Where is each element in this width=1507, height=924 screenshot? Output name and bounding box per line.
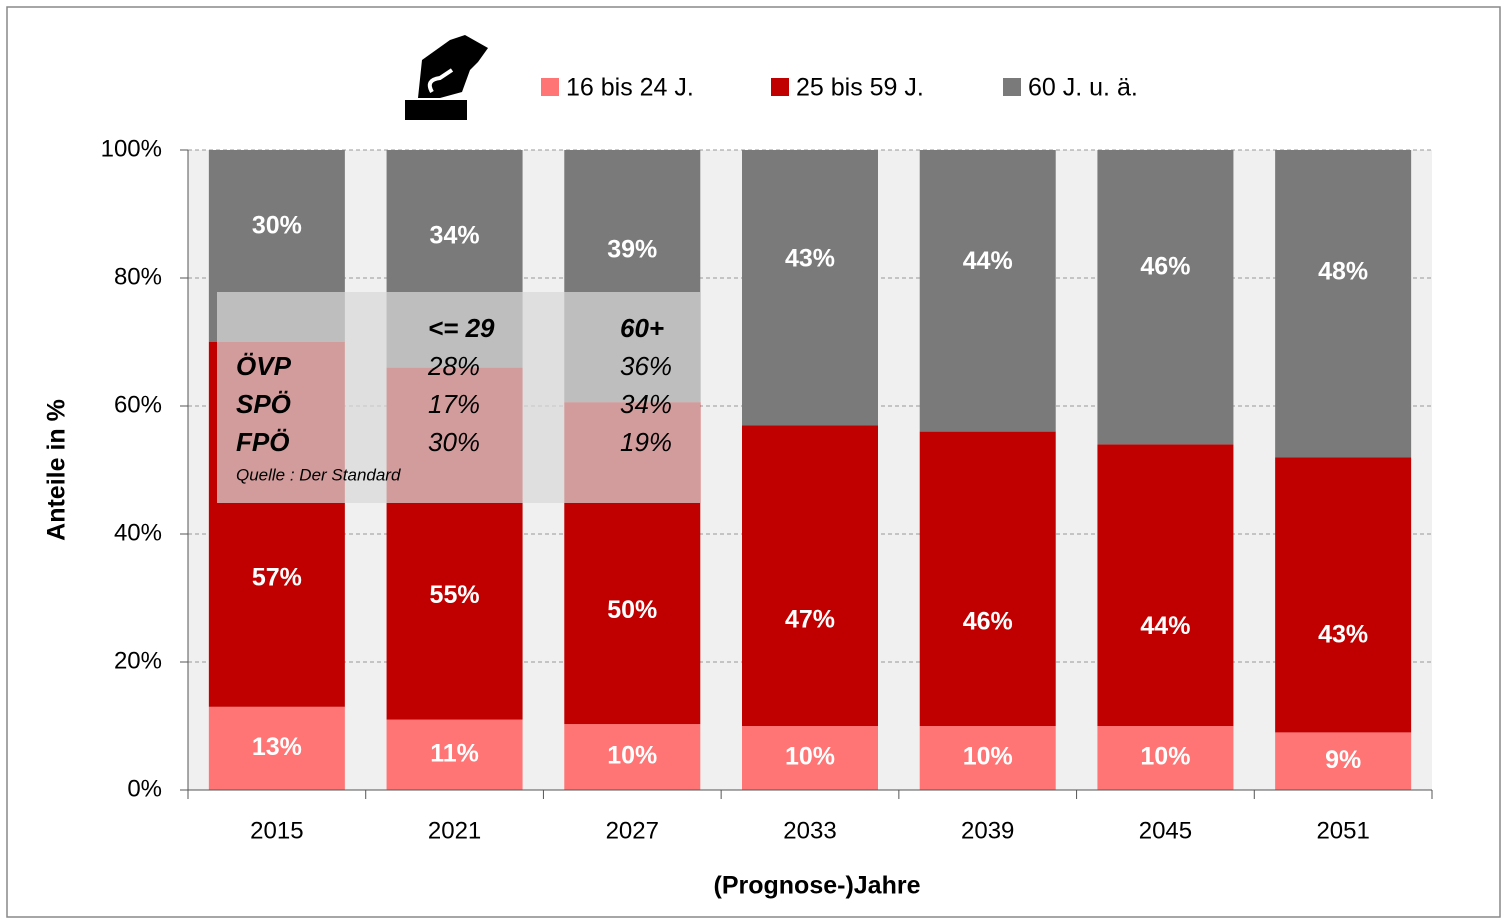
annotation-cell: 17% — [428, 389, 480, 419]
y-tick-label: 40% — [114, 519, 162, 546]
x-tick-label: 2051 — [1316, 817, 1369, 844]
data-label: 44% — [1140, 612, 1190, 640]
legend-label: 60 J. u. ä. — [1028, 74, 1138, 102]
annotation-cell: 19% — [620, 427, 672, 457]
annotation-cell: SPÖ — [236, 389, 291, 419]
data-label: 9% — [1325, 746, 1361, 774]
y-axis-label: Anteile in % — [43, 399, 71, 541]
bar-segment — [386, 719, 523, 790]
data-label: 39% — [607, 235, 657, 263]
annotation-header: 60+ — [620, 313, 664, 343]
data-label: 48% — [1318, 257, 1368, 285]
annotation-cell: 28% — [427, 351, 480, 381]
annotation-cell: ÖVP — [236, 351, 292, 381]
annotation-source: Quelle : Der Standard — [236, 465, 401, 484]
x-tick-label: 2045 — [1139, 817, 1192, 844]
bar-segment — [1097, 444, 1234, 726]
legend-swatch — [771, 78, 789, 96]
annotation-cell: 30% — [428, 427, 480, 457]
bar-segment — [208, 706, 345, 790]
y-tick-label: 100% — [101, 135, 162, 162]
y-tick-label: 0% — [127, 775, 162, 802]
bar-segment — [1097, 150, 1234, 445]
legend-label: 16 bis 24 J. — [566, 74, 694, 102]
annotation-cell: 34% — [620, 389, 672, 419]
data-label: 10% — [963, 743, 1013, 771]
annotation-box — [217, 292, 700, 503]
annotation-cell: FPÖ — [236, 427, 289, 457]
bar-segment — [742, 425, 878, 726]
bar-segment — [919, 431, 1056, 726]
legend-swatch — [1003, 78, 1021, 96]
x-tick-label: 2039 — [961, 817, 1014, 844]
bar-segment — [742, 726, 878, 790]
y-tick-label: 80% — [114, 263, 162, 290]
data-label: 46% — [1140, 252, 1190, 280]
bar-segment — [919, 726, 1056, 790]
data-label: 34% — [430, 222, 480, 250]
x-tick-label: 2021 — [428, 817, 481, 844]
data-label: 30% — [252, 211, 302, 239]
legend-label: 25 bis 59 J. — [796, 74, 924, 102]
bar-segment — [1275, 150, 1412, 458]
data-label: 11% — [430, 739, 479, 767]
x-axis-label: (Prognose-)Jahre — [714, 872, 921, 900]
legend-swatch — [541, 78, 559, 96]
data-label: 55% — [430, 581, 480, 609]
ballot-icon — [405, 35, 488, 120]
bar-segment — [1275, 457, 1412, 733]
bar-segment — [742, 150, 878, 426]
bar-segment — [1275, 732, 1412, 790]
data-label: 46% — [963, 608, 1013, 636]
x-tick-label: 2027 — [606, 817, 659, 844]
data-label: 43% — [785, 245, 835, 273]
data-label: 44% — [963, 247, 1013, 275]
data-label: 10% — [607, 742, 657, 770]
data-label: 43% — [1318, 621, 1368, 649]
y-tick-label: 20% — [114, 647, 162, 674]
x-tick-label: 2015 — [250, 817, 303, 844]
data-label: 13% — [252, 733, 302, 761]
x-tick-label: 2033 — [783, 817, 836, 844]
data-label: 47% — [785, 605, 835, 633]
bar-segment — [564, 724, 701, 790]
annotation-cell: 36% — [620, 351, 672, 381]
y-tick-label: 60% — [114, 391, 162, 418]
data-label: 10% — [1140, 743, 1190, 771]
bar-segment — [1097, 726, 1234, 790]
data-label: 10% — [785, 743, 835, 771]
data-label: 57% — [252, 564, 302, 592]
data-label: 50% — [607, 596, 657, 624]
annotation-header: <= 29 — [428, 313, 495, 343]
bar-segment — [919, 150, 1056, 432]
